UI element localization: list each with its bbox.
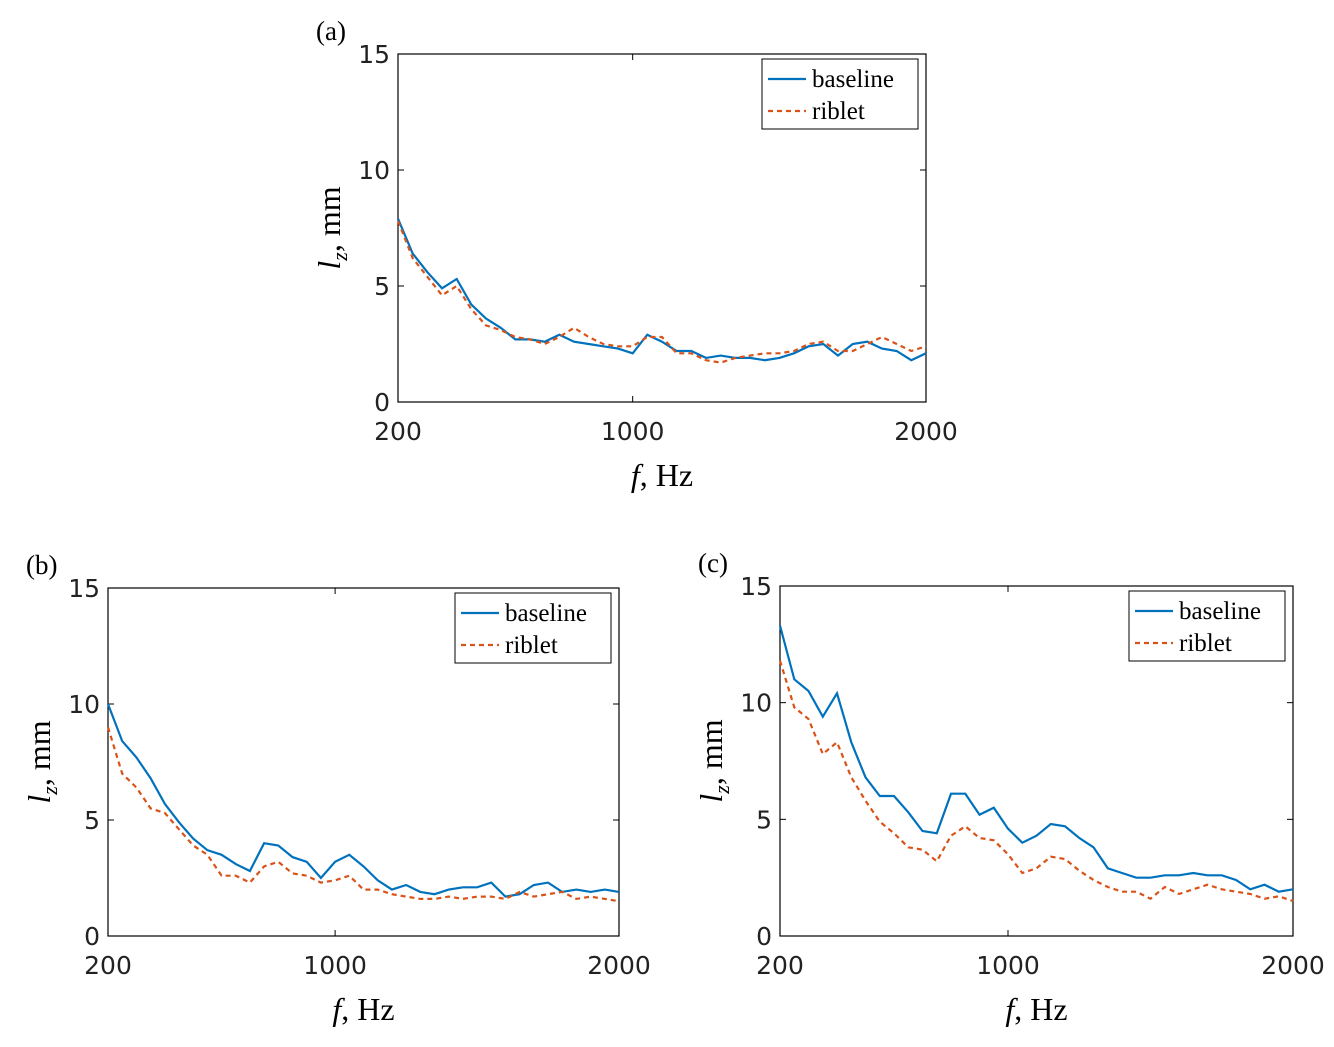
y-tick-label: 0: [374, 388, 390, 417]
y-axis-label: lz, mm: [311, 186, 352, 269]
x-axis-label: f, Hz: [1005, 991, 1067, 1027]
y-tick-label: 15: [358, 40, 390, 69]
y-label-unit: , mm: [693, 719, 729, 785]
y-label-unit: , mm: [21, 720, 57, 786]
y-label-subscript: z: [37, 786, 62, 796]
y-tick-label: 5: [84, 806, 100, 835]
panel: 0 5 10 15 200 1000 2000 (a) f, Hz lz, mm baseline r…: [311, 16, 958, 493]
x-tick-label: 200: [756, 951, 804, 980]
y-tick-label: 15: [68, 574, 100, 603]
x-label-unit: , Hz: [341, 991, 394, 1027]
x-axis-label: f, Hz: [631, 457, 693, 493]
y-tick-label: 10: [68, 690, 100, 719]
y-label-symbol: l: [693, 794, 729, 803]
x-tick-label: 2000: [894, 417, 958, 446]
legend-label: riblet: [812, 98, 865, 125]
y-label-subscript: z: [709, 785, 734, 795]
x-axis-label: f, Hz: [332, 991, 394, 1027]
legend-label: baseline: [505, 600, 587, 627]
y-tick-label: 5: [374, 272, 390, 301]
data-line: [396, 218, 927, 362]
y-label-unit: , mm: [311, 186, 347, 252]
legend-label: baseline: [1179, 598, 1261, 625]
x-label-unit: , Hz: [640, 457, 693, 493]
legend-label: riblet: [1179, 630, 1232, 657]
x-tick-label: 1000: [601, 417, 665, 446]
data-line: [396, 220, 927, 364]
panel: 0 5 10 15 200 1000 2000 (b) f, Hz lz, mm baseline r…: [21, 550, 651, 1027]
y-tick-label: 10: [358, 156, 390, 185]
y-tick-label: 10: [740, 689, 772, 718]
panel-label: (b): [26, 550, 57, 580]
y-label-symbol: l: [21, 795, 57, 804]
y-label-subscript: z: [327, 252, 352, 262]
x-tick-label: 200: [374, 417, 422, 446]
x-tick-label: 1000: [303, 951, 367, 980]
y-axis-label: lz, mm: [21, 720, 62, 803]
x-label-unit: , Hz: [1014, 991, 1067, 1027]
y-tick-label: 15: [740, 572, 772, 601]
x-tick-label: 2000: [1261, 951, 1325, 980]
x-tick-label: 1000: [976, 951, 1040, 980]
x-tick-label: 2000: [587, 951, 651, 980]
legend-label: baseline: [812, 66, 894, 93]
x-tick-label: 200: [84, 951, 132, 980]
data-line: [778, 625, 1294, 893]
y-label-symbol: l: [311, 261, 347, 270]
panel-label: (c): [698, 548, 728, 578]
y-tick-label: 0: [84, 922, 100, 951]
data-line: [106, 703, 620, 898]
y-axis-label: lz, mm: [693, 719, 734, 802]
y-tick-label: 0: [756, 922, 772, 951]
panel: 0 5 10 15 200 1000 2000 (c) f, Hz lz, mm baseline r…: [693, 548, 1325, 1027]
legend-label: riblet: [505, 632, 558, 659]
y-tick-label: 5: [756, 805, 772, 834]
data-line: [106, 726, 620, 903]
legend-box: [761, 58, 919, 130]
panel-label: (a): [316, 16, 346, 46]
legend-box: [1128, 590, 1286, 662]
legend-box: [454, 592, 612, 664]
data-line: [778, 660, 1294, 903]
